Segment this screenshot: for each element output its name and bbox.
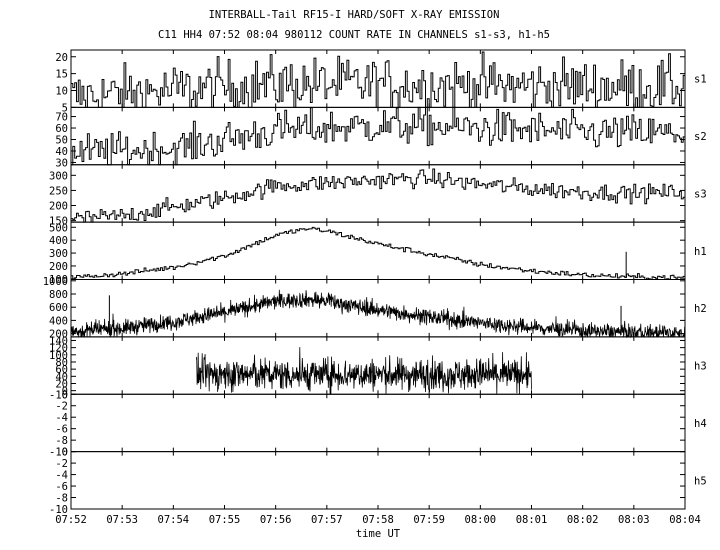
series-h1 — [71, 226, 685, 280]
y-tick-label: 140 — [49, 335, 68, 347]
panel-frame-s3 — [70, 164, 686, 223]
y-tick-label: 600 — [49, 302, 68, 314]
y-tick-label: 10 — [55, 86, 68, 98]
panel-frame-h3 — [70, 336, 686, 395]
y-tick-label: 40 — [55, 371, 68, 383]
x-tick-label: 07:55 — [209, 514, 241, 526]
panel-frame-h4 — [70, 393, 686, 453]
y-tick-label: 70 — [55, 112, 68, 124]
y-tick-label: -2 — [55, 401, 68, 413]
x-tick-label: 07:53 — [106, 514, 138, 526]
channel-panels: 5101520s13040506070s2150200250300s310020… — [43, 49, 707, 516]
y-tick-label: 400 — [49, 235, 68, 247]
y-tick-label: 1000 — [43, 276, 68, 288]
y-tick-label: -6 — [55, 481, 68, 493]
x-tick-label: 08:00 — [465, 514, 497, 526]
x-tick-label: 07:57 — [311, 514, 343, 526]
y-tick-label: 80 — [55, 357, 68, 369]
y-tick-label: 0 — [62, 389, 68, 401]
panel-s3: 150 200 250 300 s3 — [49, 164, 707, 228]
y-tick-label: -10 — [49, 447, 68, 459]
y-tick-label: -4 — [55, 412, 68, 424]
y-tick-label: 200 — [49, 329, 68, 341]
x-tick-label: 07:56 — [260, 514, 292, 526]
y-tick-label: 300 — [49, 170, 68, 182]
channel-label-h4: h4 — [694, 418, 707, 430]
x-tick-label: 07:59 — [413, 514, 445, 526]
y-tick-label: -8 — [55, 435, 68, 447]
y-tick-label: 50 — [55, 135, 68, 147]
y-tick-label: 150 — [49, 216, 68, 228]
y-tick-label: -8 — [55, 493, 68, 505]
chart-title: INTERBALL-Tail RF15-I HARD/SOFT X-RAY EM… — [209, 9, 500, 21]
y-tick-label: 30 — [55, 157, 68, 169]
x-tick-label: 07:58 — [362, 514, 394, 526]
y-tick-label: 60 — [55, 123, 68, 135]
y-tick-label: -6 — [55, 424, 68, 436]
y-tick-label: 200 — [49, 201, 68, 213]
chart-subtitle: C11 HH4 07:52 08:04 980112 COUNT RATE IN… — [158, 29, 550, 41]
x-tick-label: 07:54 — [158, 514, 190, 526]
y-tick-label: -10 — [49, 504, 68, 516]
x-axis-label: time UT — [356, 528, 401, 540]
y-tick-label: -10 — [49, 389, 68, 401]
y-tick-label: 0 — [62, 447, 68, 459]
y-tick-label: -4 — [55, 470, 68, 482]
y-tick-label: 60 — [55, 364, 68, 376]
channel-label-s1: s1 — [694, 74, 707, 86]
y-tick-label: 20 — [55, 378, 68, 390]
panel-frame-h5 — [70, 451, 686, 510]
x-tick-label: 07:52 — [55, 514, 87, 526]
series-h2 — [70, 289, 686, 339]
series-h3 — [196, 347, 532, 395]
x-axis: 07:52 07:53 07:54 07:55 07:56 07:57 07:58 07:59… — [55, 514, 701, 526]
y-tick-label: 120 — [49, 343, 68, 355]
y-tick-label: -2 — [55, 458, 68, 470]
y-tick-label: 250 — [49, 185, 68, 197]
y-tick-label: 400 — [49, 315, 68, 327]
y-tick-label: 100 — [49, 274, 68, 286]
series-s2 — [71, 106, 685, 166]
y-tick-label: 200 — [49, 261, 68, 273]
panel-s1: 5 10 15 20 s1 — [55, 49, 707, 114]
channel-label-s2: s2 — [694, 131, 707, 143]
y-tick-label: 15 — [55, 69, 68, 81]
y-tick-label: 500 — [49, 222, 68, 234]
series-s3 — [71, 168, 685, 223]
channel-label-h1: h1 — [694, 246, 707, 258]
x-tick-label: 08:03 — [618, 514, 650, 526]
panel-frame-s2 — [70, 106, 686, 166]
x-tick-label: 08:04 — [669, 514, 701, 526]
y-tick-label: 300 — [49, 248, 68, 260]
y-tick-label: 20 — [55, 52, 68, 64]
channel-label-s3: s3 — [694, 188, 707, 200]
channel-label-h5: h5 — [694, 475, 707, 487]
y-tick-label: 100 — [49, 350, 68, 362]
y-tick-label: 40 — [55, 146, 68, 158]
channel-label-h3: h3 — [694, 361, 707, 373]
channel-label-h2: h2 — [694, 303, 707, 315]
y-tick-label: 800 — [49, 289, 68, 301]
y-tick-label: 0 — [62, 386, 68, 398]
y-tick-label: 5 — [62, 102, 68, 114]
series-s1 — [71, 51, 685, 108]
x-tick-label: 08:01 — [516, 514, 548, 526]
x-tick-label: 08:02 — [567, 514, 599, 526]
